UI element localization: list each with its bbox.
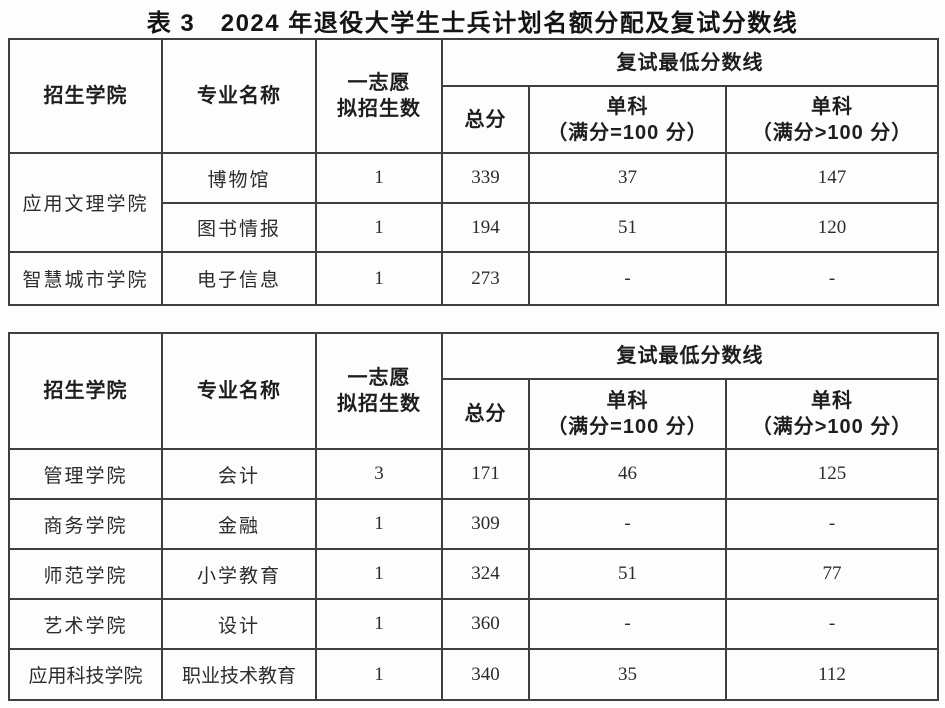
header-quota-line1: 一志愿 [347,367,411,389]
cell-quota: 1 [315,498,443,550]
table-row: 智慧城市学院 电子信息 1 273 - - [8,251,940,306]
header-single-gt100-line2: （满分>100 分） [751,121,913,144]
header-college: 招生学院 [8,38,163,154]
header-single-eq100-line2: （满分=100 分） [547,121,708,144]
cell-total-score: 340 [441,648,530,701]
header-single-subject-eq100: 单科 （满分=100 分） [528,85,727,154]
quota-table-1: 招生学院 专业名称 一志愿 拟招生数 复试最低分数线 总分 单科 （满分=100… [8,38,940,306]
header-total-score: 总分 [441,378,530,450]
cell-single-eq100: - [528,251,727,306]
table-header-row: 招生学院 专业名称 一志愿 拟招生数 复试最低分数线 [8,38,940,154]
header-single-gt100-line2: （满分>100 分） [751,416,913,438]
cell-quota: 3 [315,448,443,500]
cell-total-score: 273 [441,251,530,306]
cell-quota: 1 [315,648,443,701]
header-single-eq100-line1: 单科 [606,390,649,412]
cell-major: 图书情报 [161,202,317,253]
table-row: 艺术学院 设计 1 360 - - [8,598,940,650]
cell-single-eq100: 37 [528,152,727,204]
table-row: 管理学院 会计 3 171 46 125 [8,448,940,500]
quota-table-2: 招生学院 专业名称 一志愿 拟招生数 复试最低分数线 总分 单科 （满分=100… [8,332,940,701]
header-retest-group: 复试最低分数线 [440,332,940,380]
cell-single-eq100: 35 [528,648,727,701]
table-row: 图书情报 1 194 51 120 [9,202,940,253]
cell-single-eq100: 51 [528,548,727,600]
header-total-score: 总分 [441,85,530,154]
header-single-subject-gt100: 单科 （满分>100 分） [724,85,940,154]
cell-single-eq100: 51 [528,202,727,253]
table-header-row: 总分 单科 （满分=100 分） 单科 （满分>100 分） [9,85,940,154]
header-single-subject-eq100: 单科 （满分=100 分） [528,378,727,450]
header-single-gt100-line1: 单科 [811,95,854,118]
cell-college: 师范学院 [8,548,163,600]
header-college: 招生学院 [8,332,163,450]
cell-college: 管理学院 [8,448,163,500]
header-quota: 一志愿 拟招生数 [315,332,443,450]
cell-quota: 1 [315,548,443,600]
cell-major: 电子信息 [161,251,317,306]
cell-single-eq100: - [528,598,727,650]
table-row: 应用科技学院 职业技术教育 1 340 35 112 [8,648,940,701]
header-major: 专业名称 [161,38,317,154]
cell-single-gt100: - [724,598,940,650]
cell-major: 设计 [161,598,317,650]
table-caption: 表 3 2024 年退役大学生士兵计划名额分配及复试分数线 [146,10,799,37]
header-single-eq100-line1: 单科 [606,95,649,118]
cell-total-score: 339 [441,152,530,204]
cell-single-gt100: - [724,251,940,306]
cell-college: 商务学院 [8,498,163,550]
header-major: 专业名称 [161,332,317,450]
header-single-gt100-line1: 单科 [811,390,854,412]
header-single-subject-gt100: 单科 （满分>100 分） [724,378,940,450]
table-row: 商务学院 金融 1 309 - - [8,498,940,550]
header-quota-line2: 拟招生数 [337,393,421,415]
table-row: 应用文理学院 博物馆 1 339 37 147 [8,152,940,253]
cell-college: 艺术学院 [8,598,163,650]
cell-total-score: 360 [441,598,530,650]
cell-quota: 1 [315,251,443,306]
header-quota-line2: 拟招生数 [337,98,421,120]
header-quota-line1: 一志愿 [347,72,411,94]
cell-single-gt100: 120 [724,202,940,253]
cell-major: 会计 [161,448,317,500]
cell-major: 小学教育 [161,548,317,600]
cell-single-gt100: 112 [724,648,940,701]
header-retest-group: 复试最低分数线 [440,38,940,87]
cell-single-gt100: 147 [724,152,940,204]
cell-college: 智慧城市学院 [8,251,163,306]
cell-college: 应用科技学院 [8,648,163,701]
cell-total-score: 194 [441,202,530,253]
cell-total-score: 324 [441,548,530,600]
cell-quota: 1 [315,202,443,253]
table-header-row: 总分 单科 （满分=100 分） 单科 （满分>100 分） [9,378,940,450]
table-row: 师范学院 小学教育 1 324 51 77 [8,548,940,600]
cell-major: 金融 [161,498,317,550]
cell-single-gt100: - [724,498,940,550]
cell-quota: 1 [315,152,443,204]
table-header-row: 招生学院 专业名称 一志愿 拟招生数 复试最低分数线 [8,332,940,450]
cell-quota: 1 [315,598,443,650]
cell-total-score: 309 [441,498,530,550]
cell-college: 应用文理学院 [8,152,163,253]
header-single-eq100-line2: （满分=100 分） [547,416,708,438]
cell-total-score: 171 [441,448,530,500]
cell-major: 职业技术教育 [161,648,317,701]
header-quota: 一志愿 拟招生数 [315,38,443,154]
cell-single-eq100: - [528,498,727,550]
cell-major: 博物馆 [161,152,317,204]
cell-single-gt100: 77 [724,548,940,600]
cell-single-gt100: 125 [724,448,940,500]
cell-single-eq100: 46 [528,448,727,500]
